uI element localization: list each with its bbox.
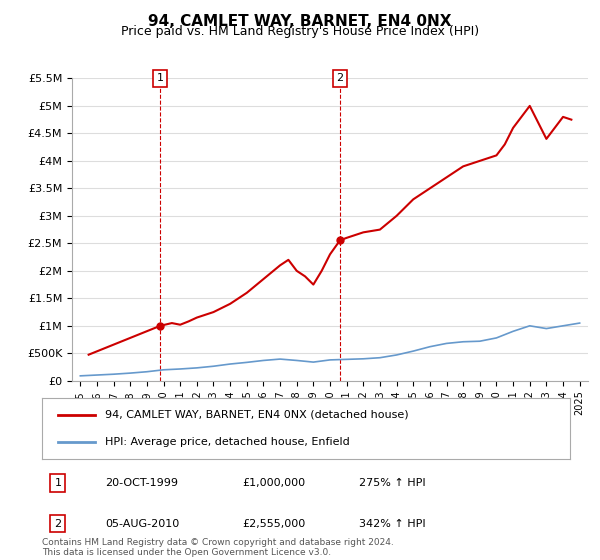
Text: £1,000,000: £1,000,000	[242, 478, 306, 488]
Text: 1: 1	[55, 478, 61, 488]
Text: HPI: Average price, detached house, Enfield: HPI: Average price, detached house, Enfi…	[106, 437, 350, 447]
Text: Price paid vs. HM Land Registry's House Price Index (HPI): Price paid vs. HM Land Registry's House …	[121, 25, 479, 38]
Text: 94, CAMLET WAY, BARNET, EN4 0NX: 94, CAMLET WAY, BARNET, EN4 0NX	[148, 14, 452, 29]
Text: 94, CAMLET WAY, BARNET, EN4 0NX (detached house): 94, CAMLET WAY, BARNET, EN4 0NX (detache…	[106, 410, 409, 420]
Text: £2,555,000: £2,555,000	[242, 519, 306, 529]
Text: Contains HM Land Registry data © Crown copyright and database right 2024.
This d: Contains HM Land Registry data © Crown c…	[42, 538, 394, 557]
Text: 05-AUG-2010: 05-AUG-2010	[106, 519, 179, 529]
Text: 2: 2	[337, 73, 344, 83]
Text: 1: 1	[157, 73, 164, 83]
Text: 342% ↑ HPI: 342% ↑ HPI	[359, 519, 425, 529]
Text: 275% ↑ HPI: 275% ↑ HPI	[359, 478, 425, 488]
Text: 2: 2	[54, 519, 61, 529]
Text: 20-OCT-1999: 20-OCT-1999	[106, 478, 178, 488]
